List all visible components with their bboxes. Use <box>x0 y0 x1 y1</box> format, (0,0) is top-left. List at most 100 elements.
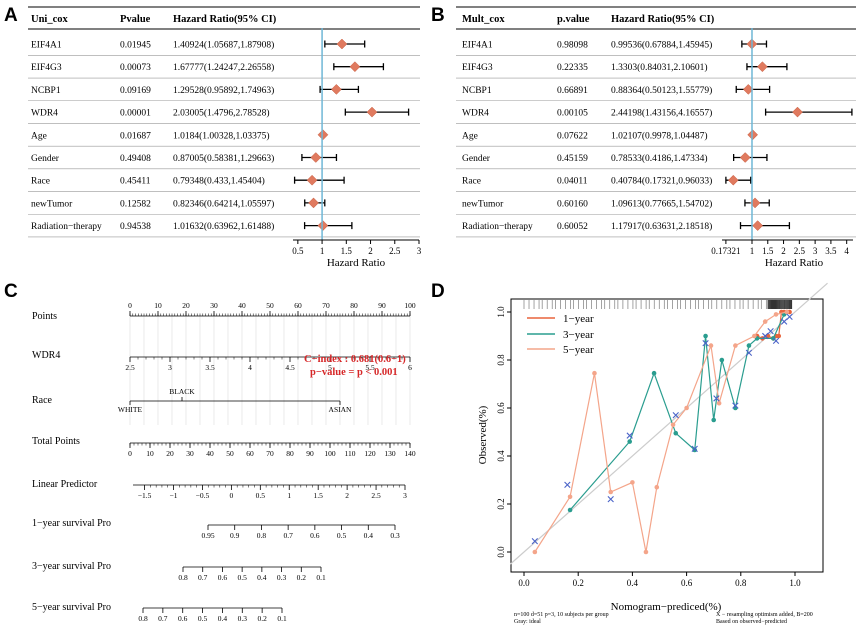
row-pvalue: 0.00001 <box>120 109 151 119</box>
x-tick-label: 1.0 <box>789 578 801 588</box>
scale-tick-label: 1.5 <box>314 491 324 500</box>
scale-tick-label: 0.5 <box>237 573 247 582</box>
row-hr-text: 0.79348(0.433,1.45404) <box>173 176 265 187</box>
scale-tick-label: −1 <box>170 491 178 500</box>
panel-b-header-pvalue: p.value <box>557 14 590 25</box>
scale-tick-label: 5.5 <box>365 363 375 372</box>
scale-tick-label: 110 <box>345 449 356 458</box>
row-hr-text: 1.01632(0.63962,1.61488) <box>173 221 274 232</box>
row-pvalue: 0.45411 <box>120 177 151 187</box>
row-hr-text: 0.88364(0.50123,1.55779) <box>611 85 712 96</box>
scale-label: Total Points <box>32 436 80 447</box>
row-name: EIF4A1 <box>462 41 493 51</box>
panel-b-header: Mult_cox p.value Hazard Ratio(95% CI) <box>456 6 856 30</box>
legend-label: 5−year <box>563 344 594 356</box>
x-tick-label: 2 <box>368 246 373 256</box>
optimism-cross <box>713 395 720 402</box>
series-point <box>567 494 573 500</box>
panel-d-letter: D <box>431 281 445 302</box>
optimism-cross <box>702 340 709 347</box>
x-tick-label: 0.4 <box>627 578 639 588</box>
x-tick-label: 2.5 <box>389 246 401 256</box>
scale-tick-label: 3.5 <box>205 363 215 372</box>
row-pvalue: 0.60052 <box>557 222 588 232</box>
panel-c-cindex: C−index : 0.681(0.6−1) <box>304 354 406 365</box>
row-pvalue: 0.00105 <box>557 109 588 119</box>
scale-tick-label: −1.5 <box>138 491 152 500</box>
series-point <box>773 312 779 317</box>
hr-point <box>739 152 751 163</box>
hr-point <box>366 106 378 118</box>
scale-tick-label: 0.6 <box>178 614 188 623</box>
row-pvalue: 0.01945 <box>120 41 151 51</box>
series-point <box>592 370 597 376</box>
optimism-cross <box>564 481 571 488</box>
scale-tick-label: 0.7 <box>283 531 293 540</box>
scale-tick-label: 0.9 <box>230 531 240 540</box>
series-point <box>784 309 790 315</box>
scale-tick-label: 20 <box>166 449 174 458</box>
scale-tick-label: 0.95 <box>201 531 214 540</box>
scale-tick-label: 90 <box>306 449 314 458</box>
x-tick-label: 1.5 <box>762 246 774 256</box>
optimism-cross <box>745 349 753 356</box>
scale-tick-label: 0 <box>128 301 132 310</box>
row-hr-text: 2.44198(1.43156,4.16557) <box>611 108 712 119</box>
scale-tick-label: 60 <box>294 301 302 310</box>
panel-a-header: Uni_cox Pvalue Hazard Ratio(95% CI) <box>28 6 420 30</box>
scale-tick-label: 30 <box>210 301 218 310</box>
series-point <box>670 422 676 428</box>
panel-b-header-hr: Hazard Ratio(95% CI) <box>611 14 715 25</box>
series-point <box>654 484 660 490</box>
scale-tick-label: 60 <box>246 449 254 458</box>
row-pvalue: 0.07622 <box>557 131 588 141</box>
panel-b-forest-plot: EIF4A1 0.98098 0.99536(0.67884,1.45945) EIF… <box>456 28 856 256</box>
series-point <box>651 370 657 376</box>
scale-tick-label: 40 <box>206 449 214 458</box>
scale-tick-label: 0.1 <box>277 614 287 623</box>
scale-tick-label: 30 <box>186 449 194 458</box>
scale-tick-label: 0 <box>230 491 234 500</box>
row-name: Radiation−therapy <box>31 222 102 232</box>
x-tick-label: 0.0 <box>518 578 530 588</box>
optimism-cross <box>691 445 698 452</box>
series-point <box>719 357 725 363</box>
x-tick-label: 2.5 <box>794 246 806 256</box>
panel-b-header-name: Mult_cox <box>462 14 505 25</box>
hr-point <box>317 129 329 141</box>
scale-tick-label: 0.6 <box>218 573 228 582</box>
panel-b-letter: B <box>431 5 445 26</box>
optimism-cross <box>786 313 793 320</box>
panel-a-header-pvalue: Pvalue <box>120 14 151 25</box>
hr-point <box>349 61 361 73</box>
y-tick-label: 0.6 <box>496 402 506 414</box>
series-point <box>567 507 573 513</box>
scale-tick-label: 0 <box>128 449 132 458</box>
row-name: Race <box>462 177 481 187</box>
row-pvalue: 0.22335 <box>557 63 588 73</box>
row-pvalue: 0.01687 <box>120 131 151 141</box>
row-hr-text: 1.40924(1.05687,1.87908) <box>173 40 274 51</box>
scale-tick-label: 0.1 <box>316 573 326 582</box>
scale-tick-label: 0.3 <box>238 614 248 623</box>
scale-tick-label: 140 <box>404 449 416 458</box>
optimism-cross <box>767 328 774 335</box>
scale-tick-label: BLACK <box>169 387 195 396</box>
scale-tick-label: 0.5 <box>198 614 208 623</box>
row-pvalue: 0.45159 <box>557 154 588 164</box>
row-hr-text: 1.3303(0.84031,2.10601) <box>611 62 708 73</box>
row-name: newTumor <box>31 199 73 209</box>
scale-label: 5−year survival Pro <box>32 602 111 613</box>
scale-tick-label: 0.8 <box>138 614 148 623</box>
row-name: WDR4 <box>31 109 58 119</box>
hr-point <box>752 220 763 231</box>
scale-tick-label: 6 <box>408 363 412 372</box>
series-point <box>627 439 632 444</box>
scale-tick-label: 70 <box>266 449 274 458</box>
scale-tick-label: 0.5 <box>256 491 266 500</box>
x-tick-label: 2 <box>781 246 786 256</box>
scale-tick-label: 2.5 <box>125 363 135 372</box>
series-point <box>703 333 708 339</box>
row-pvalue: 0.94538 <box>120 222 151 232</box>
scale-tick-label: 50 <box>226 449 234 458</box>
